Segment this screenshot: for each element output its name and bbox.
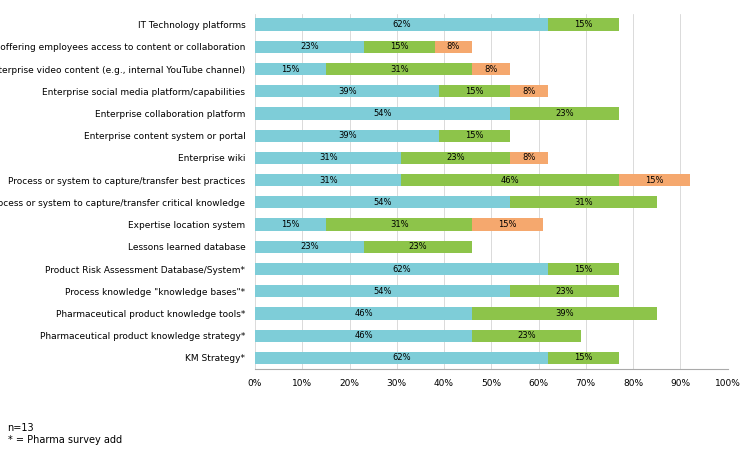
Bar (255, 85, 440, 97)
Bar (255, 40, 364, 53)
Text: 8%: 8% (484, 64, 498, 73)
Text: 31%: 31% (319, 176, 338, 184)
Text: 15%: 15% (281, 64, 300, 73)
Bar (510, 85, 548, 97)
Text: 54%: 54% (374, 109, 392, 118)
Text: 54%: 54% (374, 198, 392, 207)
Bar (401, 174, 619, 186)
Bar (255, 63, 326, 75)
Bar (255, 218, 326, 231)
Text: 46%: 46% (354, 309, 373, 318)
Text: 15%: 15% (499, 220, 517, 229)
Bar (326, 218, 472, 231)
Text: 54%: 54% (374, 287, 392, 296)
Bar (440, 85, 510, 97)
Bar (619, 174, 690, 186)
Text: 46%: 46% (501, 176, 520, 184)
Text: 23%: 23% (446, 153, 465, 162)
Text: 31%: 31% (319, 153, 338, 162)
Text: 15%: 15% (574, 353, 592, 362)
Bar (364, 40, 434, 53)
Text: 15%: 15% (281, 220, 300, 229)
Text: 62%: 62% (392, 265, 411, 274)
Bar (255, 329, 472, 342)
Text: 15%: 15% (390, 42, 408, 51)
Bar (364, 241, 472, 253)
Bar (510, 285, 619, 297)
Bar (548, 18, 619, 31)
Bar (255, 130, 440, 142)
Text: 15%: 15% (466, 87, 484, 96)
Text: 15%: 15% (466, 131, 484, 140)
Text: 62%: 62% (392, 353, 411, 362)
Text: 8%: 8% (522, 87, 536, 96)
Bar (472, 307, 657, 320)
Bar (255, 152, 401, 164)
Text: 31%: 31% (574, 198, 592, 207)
Text: 8%: 8% (522, 153, 536, 162)
Text: 15%: 15% (645, 176, 664, 184)
Bar (255, 174, 401, 186)
Text: 23%: 23% (300, 242, 319, 251)
Bar (255, 263, 548, 275)
Bar (255, 196, 510, 208)
Bar (255, 241, 364, 253)
Bar (548, 352, 619, 364)
Text: n=13
* = Pharma survey add: n=13 * = Pharma survey add (8, 423, 122, 445)
Text: 39%: 39% (338, 87, 356, 96)
Bar (255, 307, 472, 320)
Text: 23%: 23% (409, 242, 428, 251)
Bar (548, 263, 619, 275)
Text: 15%: 15% (574, 20, 592, 29)
Text: 15%: 15% (574, 265, 592, 274)
Text: 23%: 23% (300, 42, 319, 51)
Text: 39%: 39% (338, 131, 356, 140)
Bar (434, 40, 472, 53)
Text: 23%: 23% (555, 287, 574, 296)
Bar (510, 108, 619, 120)
Bar (440, 130, 510, 142)
Bar (472, 329, 581, 342)
Bar (255, 285, 510, 297)
Text: 62%: 62% (392, 20, 411, 29)
Text: 23%: 23% (555, 109, 574, 118)
Bar (510, 152, 548, 164)
Bar (326, 63, 472, 75)
Bar (255, 352, 548, 364)
Bar (472, 63, 510, 75)
Bar (255, 108, 510, 120)
Text: 23%: 23% (518, 331, 536, 340)
Bar (510, 196, 657, 208)
Bar (401, 152, 510, 164)
Bar (255, 18, 548, 31)
Text: 8%: 8% (447, 42, 460, 51)
Text: 46%: 46% (354, 331, 373, 340)
Bar (472, 218, 543, 231)
Text: 39%: 39% (555, 309, 574, 318)
Text: 31%: 31% (390, 220, 409, 229)
Text: 31%: 31% (390, 64, 409, 73)
